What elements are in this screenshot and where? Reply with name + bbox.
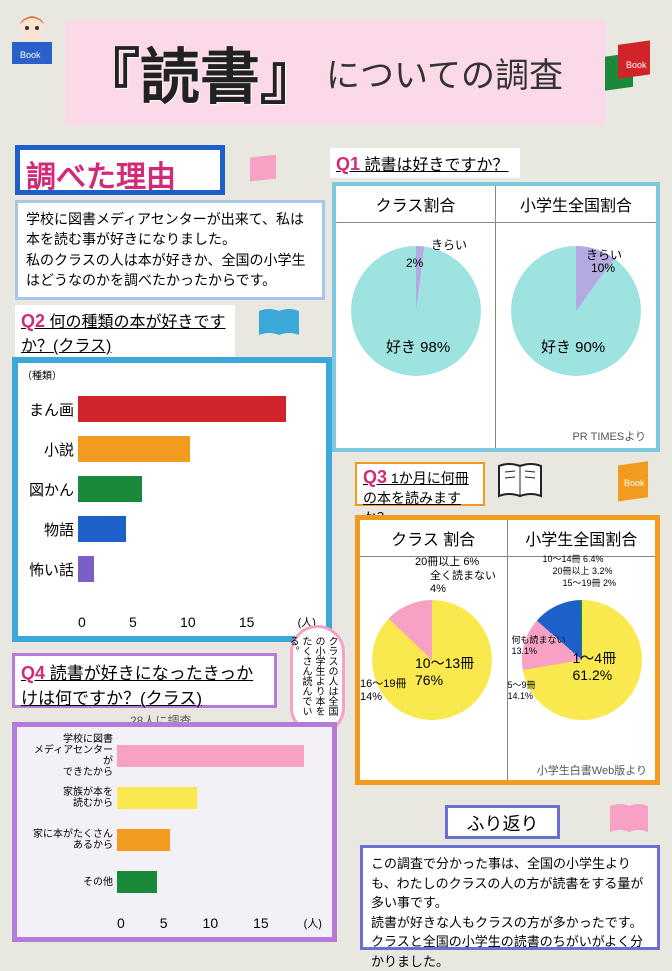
q3-source: 小学生白書Web版より <box>537 762 647 778</box>
q4-bar-label: 家に本がたくさん あるから <box>27 829 117 851</box>
q4-axis: 051015(人) <box>117 915 322 931</box>
q4-bar-label: 学校に図書 メディアセンターが できたから <box>27 734 117 778</box>
q1-class-like: 好き 98% <box>386 336 450 357</box>
q1-label: Q1 読書は好きですか？ <box>330 148 520 178</box>
q2-bar <box>78 516 126 542</box>
reflection-text: この調査で分かった事は、全国の小学生よりも、わたしのクラスの人の方が読書をする量… <box>360 845 660 950</box>
q3-class-col: クラス 割合 20冊以上 6% 全く読まない4% 16〜19冊14% 10〜13… <box>360 520 508 780</box>
q3-label: Q3 1か月に何冊の本を読みますか？ <box>355 462 485 506</box>
q2-axis-label: （種類） <box>22 367 62 382</box>
q2-bar-row: 小説 <box>28 431 316 467</box>
q4-bar-row: 学校に図書 メディアセンターが できたから <box>27 737 322 775</box>
q1-class-title: クラス割合 <box>336 186 495 223</box>
q2-bar-row: まん画 <box>28 391 316 427</box>
svg-text:Book: Book <box>624 478 645 488</box>
q2-bar-row: 図かん <box>28 471 316 507</box>
title-sub: についての調査 <box>326 48 563 97</box>
svg-text:Book: Book <box>626 60 647 70</box>
q2-bar-label: 物語 <box>28 519 78 540</box>
title-main: 『読書』 <box>80 29 320 116</box>
q4-bar-row: 家に本がたくさん あるから <box>27 821 322 859</box>
reason-label: 調べた理由 <box>15 145 225 195</box>
pink-book-icon <box>606 800 652 842</box>
q2-bar <box>78 476 142 502</box>
q4-bar <box>117 787 197 809</box>
open-book-outline-icon <box>495 460 545 506</box>
q4-bar-row: 家族が本を 読むから <box>27 779 322 817</box>
q2-bar-label: 怖い話 <box>28 559 78 580</box>
q2-axis: 051015(人) <box>78 614 316 630</box>
q4-bar-row: その他 <box>27 863 322 901</box>
q3-national-col: 小学生全国割合 10〜14冊 6.4% 20冊以上 3.2% 15〜19冊 2%… <box>508 520 656 780</box>
orange-book-icon: Book <box>614 460 656 508</box>
girl-reading-icon: Book <box>2 10 62 70</box>
q2-bar <box>78 556 94 582</box>
q1-class-dislike: きらい <box>431 236 467 253</box>
q4-bar <box>117 871 157 893</box>
q1-source: PR TIMESより <box>572 428 646 444</box>
open-book-icon <box>255 305 303 343</box>
q2-bar-row: 怖い話 <box>28 551 316 587</box>
books-icon: Book <box>596 28 666 98</box>
q1-class-col: クラス割合 好き 98% きらい 2% <box>336 186 496 448</box>
q2-bar-label: まん画 <box>28 399 78 420</box>
svg-text:Book: Book <box>20 50 41 60</box>
reason-text: 学校に図書メディアセンターが出来て、私は本を読む事が好きになりました。 私のクラ… <box>15 200 325 300</box>
q4-chart-box: 学校に図書 メディアセンターが できたから家族が本を 読むから家に本がたくさん … <box>12 722 337 942</box>
q1-national-title: 小学生全国割合 <box>496 186 656 223</box>
q4-bar-label: 家族が本を 読むから <box>27 787 117 809</box>
q2-bar <box>78 396 286 422</box>
q3-national-title: 小学生全国割合 <box>508 520 656 557</box>
q1-national-col: 小学生全国割合 好き 90% きらい 10% <box>496 186 656 448</box>
q1-chart-box: クラス割合 好き 98% きらい 2% 小学生全国割合 好き 90% きらい 1… <box>332 182 660 452</box>
q2-bar-label: 図かん <box>28 479 78 500</box>
reflection-label: ふり返り <box>445 805 560 839</box>
q4-bar-label: その他 <box>27 877 117 888</box>
book-icon-small <box>245 150 285 190</box>
insight-bubble: クラスの人は全国の小学生より本をたくさん読んでいる。 <box>290 625 345 735</box>
q2-chart-box: （種類） まん画小説図かん物語怖い話 051015(人) <box>12 357 332 642</box>
q2-bar-label: 小説 <box>28 439 78 460</box>
q1-nat-like: 好き 90% <box>541 336 605 357</box>
q4-bar <box>117 829 170 851</box>
q3-chart-box: クラス 割合 20冊以上 6% 全く読まない4% 16〜19冊14% 10〜13… <box>355 515 660 785</box>
q4-label: Q4 読書が好きになったきっかけは何ですか？(クラス) <box>12 653 277 708</box>
q4-bar <box>117 745 304 767</box>
title-banner: 『読書』 についての調査 <box>65 20 605 125</box>
q3-class-title: クラス 割合 <box>360 520 507 557</box>
q2-bar-row: 物語 <box>28 511 316 547</box>
q2-bar <box>78 436 190 462</box>
